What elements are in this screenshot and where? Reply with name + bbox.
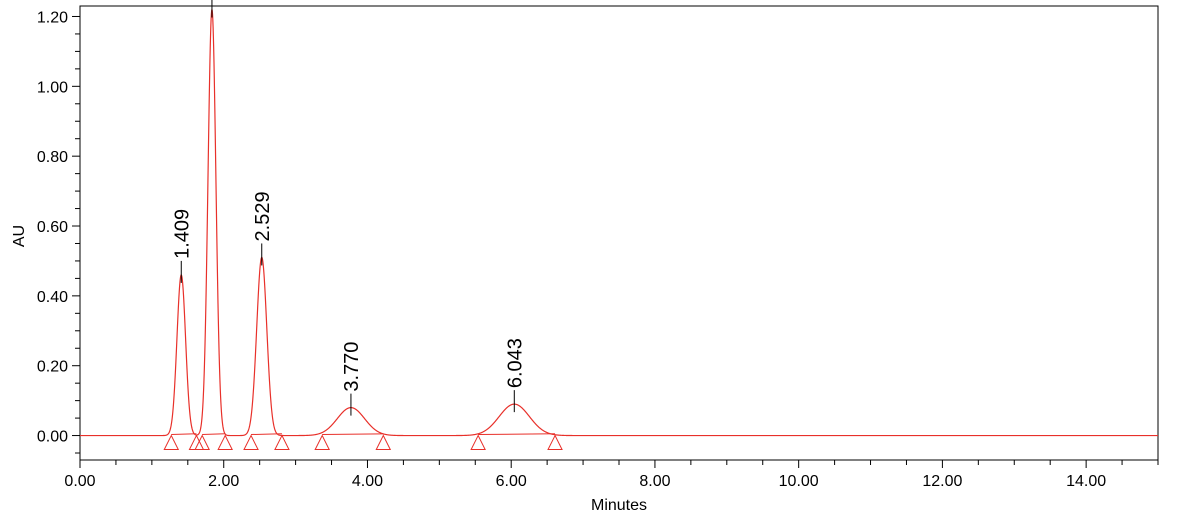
y-axis-title: AU bbox=[11, 225, 28, 247]
peak-baseline bbox=[171, 433, 197, 436]
x-tick-label: 0.00 bbox=[64, 473, 95, 490]
y-tick-label: 0.20 bbox=[37, 359, 68, 376]
peak-baseline bbox=[322, 433, 384, 436]
peak-markers bbox=[163, 433, 563, 451]
peak-boundary-marker bbox=[274, 434, 290, 451]
x-tick-label: 10.00 bbox=[779, 473, 819, 490]
peak-label: 1.409 bbox=[171, 209, 193, 259]
ticks: 0.00 2.00 4.00 6.00 8.00 10.00 12.00 14.00 0.00 0… bbox=[37, 9, 1159, 490]
chromatogram-trace bbox=[80, 9, 1158, 437]
x-axis-title: Minutes bbox=[591, 497, 647, 513]
peak-boundary-marker bbox=[470, 434, 486, 451]
y-tick-label: 0.00 bbox=[37, 429, 68, 446]
x-tick-label: 14.00 bbox=[1066, 473, 1106, 490]
y-tick-label: 1.00 bbox=[37, 79, 68, 96]
plot-frame bbox=[79, 5, 1159, 461]
x-tick-label: 2.00 bbox=[208, 473, 239, 490]
peak-boundary-marker bbox=[217, 434, 233, 451]
peak-label: 6.043 bbox=[504, 338, 526, 388]
peak-label: 3.770 bbox=[341, 342, 363, 392]
chromatogram-line bbox=[80, 9, 1158, 437]
peak-label: 2.529 bbox=[252, 191, 274, 241]
peak-baseline bbox=[202, 433, 226, 436]
y-tick-label: 1.20 bbox=[37, 9, 68, 26]
y-tick-label: 0.80 bbox=[37, 149, 68, 166]
x-tick-label: 8.00 bbox=[639, 473, 670, 490]
peak-boundary-marker bbox=[547, 434, 563, 451]
peak-boundary-marker bbox=[243, 434, 259, 451]
x-tick-label: 12.00 bbox=[922, 473, 962, 490]
axes bbox=[79, 5, 1159, 461]
peak-baseline bbox=[251, 433, 282, 436]
y-tick-label: 0.60 bbox=[37, 219, 68, 236]
peak-boundary-marker bbox=[314, 434, 330, 451]
peak-boundary-marker bbox=[375, 434, 392, 451]
peak-boundary-marker bbox=[194, 434, 210, 451]
peak-boundary-marker bbox=[163, 434, 180, 451]
y-tick-label: 0.40 bbox=[37, 289, 68, 306]
x-tick-label: 6.00 bbox=[496, 473, 527, 490]
x-tick-label: 4.00 bbox=[352, 473, 383, 490]
peak-baseline bbox=[478, 433, 556, 436]
